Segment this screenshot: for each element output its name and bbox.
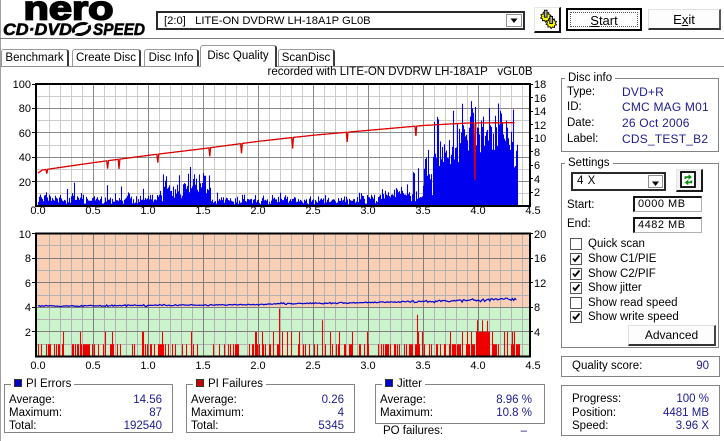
svg-text:3.5: 3.5 bbox=[415, 360, 430, 372]
svg-text:1.0: 1.0 bbox=[140, 360, 155, 372]
svg-text:60: 60 bbox=[19, 128, 31, 140]
svg-text:8: 8 bbox=[534, 147, 540, 159]
svg-text:3.0: 3.0 bbox=[360, 205, 375, 217]
svg-text:12: 12 bbox=[534, 120, 546, 132]
svg-text:40: 40 bbox=[19, 152, 31, 164]
svg-text:2.0: 2.0 bbox=[250, 360, 265, 372]
svg-text:16: 16 bbox=[534, 93, 546, 105]
svg-text:0.0: 0.0 bbox=[30, 360, 45, 372]
svg-text:4.0: 4.0 bbox=[470, 360, 485, 372]
svg-text:SPEED: SPEED bbox=[93, 21, 145, 38]
svg-text:2.5: 2.5 bbox=[305, 205, 320, 217]
svg-text:6: 6 bbox=[534, 160, 540, 172]
svg-text:20: 20 bbox=[19, 177, 31, 189]
svg-text:12: 12 bbox=[534, 278, 546, 290]
svg-text:1.5: 1.5 bbox=[195, 360, 210, 372]
svg-text:3.0: 3.0 bbox=[360, 360, 375, 372]
svg-text:20: 20 bbox=[534, 229, 546, 241]
svg-text:4.5: 4.5 bbox=[525, 360, 540, 372]
svg-text:2: 2 bbox=[534, 187, 540, 199]
svg-text:3.5: 3.5 bbox=[415, 205, 430, 217]
svg-text:4.0: 4.0 bbox=[470, 205, 485, 217]
svg-text:8: 8 bbox=[534, 302, 540, 314]
svg-text:0.5: 0.5 bbox=[85, 360, 100, 372]
svg-text:4: 4 bbox=[534, 327, 540, 339]
svg-text:14: 14 bbox=[534, 106, 546, 118]
svg-text:0.5: 0.5 bbox=[85, 205, 100, 217]
svg-text:6: 6 bbox=[25, 278, 31, 290]
svg-text:0.0: 0.0 bbox=[30, 205, 45, 217]
svg-text:4: 4 bbox=[534, 174, 540, 186]
svg-text:2.0: 2.0 bbox=[250, 205, 265, 217]
svg-text:nero: nero bbox=[24, 0, 114, 27]
svg-text:10: 10 bbox=[534, 133, 546, 145]
svg-text:CD·DVD: CD·DVD bbox=[3, 21, 72, 38]
svg-text:18: 18 bbox=[534, 79, 546, 91]
svg-text:8: 8 bbox=[25, 253, 31, 265]
svg-text:2.5: 2.5 bbox=[305, 360, 320, 372]
svg-text:recorded with LITE-ON DVDRW LH: recorded with LITE-ON DVDRW LH-18A1P vGL… bbox=[267, 66, 532, 78]
svg-text:1.0: 1.0 bbox=[140, 205, 155, 217]
svg-text:80: 80 bbox=[19, 103, 31, 115]
svg-text:100: 100 bbox=[13, 79, 31, 91]
svg-text:4.5: 4.5 bbox=[525, 205, 540, 217]
svg-text:16: 16 bbox=[534, 253, 546, 265]
svg-text:4: 4 bbox=[25, 302, 31, 314]
svg-text:2: 2 bbox=[25, 327, 31, 339]
svg-text:10: 10 bbox=[19, 229, 31, 241]
svg-text:1.5: 1.5 bbox=[195, 205, 210, 217]
